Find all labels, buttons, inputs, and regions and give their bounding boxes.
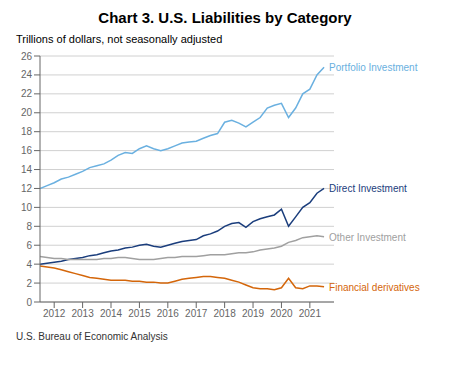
svg-text:2015: 2015 — [128, 308, 151, 319]
svg-text:2018: 2018 — [214, 308, 237, 319]
svg-text:16: 16 — [21, 145, 33, 156]
svg-text:20: 20 — [21, 107, 33, 118]
html-text:Trillions of dollars, not seas: Trillions of dollars, not seasonally adj… — [16, 33, 223, 45]
svg-text:4: 4 — [26, 259, 32, 270]
svg-text:12: 12 — [21, 183, 33, 194]
svg-text:18: 18 — [21, 126, 33, 137]
svg-text:2012: 2012 — [43, 308, 66, 319]
svg-text:14: 14 — [21, 164, 33, 175]
svg-text:26: 26 — [21, 51, 33, 62]
svg-text:6: 6 — [26, 240, 32, 251]
svg-text:2021: 2021 — [299, 308, 322, 319]
svg-text:2014: 2014 — [100, 308, 123, 319]
svg-text:24: 24 — [21, 69, 33, 80]
svg-text:0: 0 — [26, 297, 32, 308]
svg-text:2013: 2013 — [71, 308, 94, 319]
svg-text:2: 2 — [26, 278, 32, 289]
html-text:Chart 3. U.S. Liabilities by C: Chart 3. U.S. Liabilities by Category — [98, 9, 352, 26]
svg-text:Financial derivatives: Financial derivatives — [329, 282, 420, 293]
svg-text:Direct Investment: Direct Investment — [329, 183, 407, 194]
svg-text:22: 22 — [21, 88, 33, 99]
svg-text:2020: 2020 — [270, 308, 293, 319]
svg-text:10: 10 — [21, 202, 33, 213]
svg-text:2016: 2016 — [157, 308, 180, 319]
svg-text:2019: 2019 — [242, 308, 265, 319]
svg-text:Other Investment: Other Investment — [329, 232, 406, 243]
svg-text:2017: 2017 — [185, 308, 208, 319]
html-text:U.S. Bureau of Economic Analys: U.S. Bureau of Economic Analysis — [16, 331, 168, 342]
svg-text:8: 8 — [26, 221, 32, 232]
svg-text:Portfolio Investment: Portfolio Investment — [329, 62, 418, 73]
